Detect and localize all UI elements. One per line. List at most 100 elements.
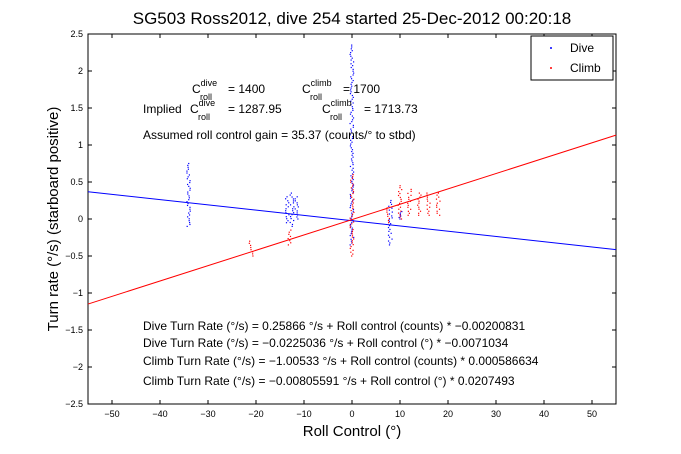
climb-point	[436, 210, 438, 212]
dive-point	[349, 145, 352, 147]
climb-point	[417, 204, 419, 206]
dive-point	[352, 126, 354, 128]
dive-point	[291, 214, 293, 216]
climb-point	[351, 215, 353, 217]
y-tick-label: 0.5	[70, 177, 83, 187]
dive-point	[292, 208, 294, 210]
climb-point	[397, 212, 400, 214]
climb-point	[428, 210, 430, 212]
dive-point	[189, 189, 191, 191]
dive-point	[350, 100, 352, 102]
dive-point	[350, 66, 352, 69]
climb-point	[351, 240, 353, 242]
dive-point	[352, 184, 355, 186]
dive-point	[188, 185, 190, 187]
climb-point	[351, 230, 354, 232]
c-roll-dive-value: = 1400	[228, 82, 265, 96]
dive-point	[187, 168, 190, 170]
dive-point	[186, 170, 188, 172]
dive-point	[350, 63, 352, 65]
climb-point	[436, 202, 438, 204]
legend-box	[530, 35, 614, 81]
dive-point	[350, 87, 352, 89]
climb-point	[410, 194, 412, 196]
dive-point	[350, 238, 352, 240]
dive-point	[351, 229, 353, 231]
dive-point	[349, 113, 352, 115]
climb-point	[252, 251, 254, 253]
dive-point	[349, 223, 352, 225]
dive-point	[352, 70, 354, 72]
climb-fit-counts-equation: Climb Turn Rate (°/s) = −1.00533 °/s + R…	[143, 354, 539, 368]
dive-point	[352, 74, 354, 76]
implied-climb-symbol: C	[322, 102, 331, 116]
dive-point	[350, 132, 353, 134]
x-tick-label: −10	[296, 409, 311, 419]
dive-point	[294, 200, 296, 202]
climb-point	[399, 196, 401, 199]
dive-point	[351, 57, 353, 59]
dive-point	[350, 91, 352, 93]
dive-point	[292, 210, 294, 212]
climb-point	[426, 198, 428, 200]
dive-point	[297, 206, 299, 208]
dive-point	[351, 190, 353, 192]
climb-point	[426, 196, 429, 198]
dive-point	[350, 175, 352, 177]
y-tick-label: 0	[78, 214, 83, 224]
x-tick-label: 20	[443, 409, 453, 419]
climb-point	[407, 210, 409, 212]
implied-dive-symbol: C	[190, 102, 199, 116]
dive-point	[287, 200, 289, 202]
dive-point	[398, 216, 400, 219]
dive-point	[353, 72, 355, 74]
climb-point	[387, 219, 390, 222]
dive-point	[391, 211, 393, 213]
dive-point	[352, 102, 354, 104]
dive-point	[351, 188, 353, 190]
climb-point	[407, 206, 409, 208]
climb-point	[352, 189, 354, 191]
dive-point	[350, 130, 353, 132]
dive-point	[351, 98, 353, 100]
climb-point	[399, 202, 401, 204]
dive-point	[352, 68, 354, 70]
climb-point	[436, 194, 438, 196]
dive-point	[293, 212, 295, 214]
dive-point	[352, 208, 355, 211]
climb-point	[429, 202, 431, 204]
dive-point	[387, 240, 390, 242]
climb-point	[351, 234, 354, 236]
dive-point	[389, 228, 391, 231]
dive-point	[400, 215, 402, 217]
climb-point	[409, 200, 412, 202]
dive-point	[350, 158, 353, 160]
climb-point	[352, 185, 354, 187]
y-tick-label: −2	[73, 362, 83, 372]
climb-point	[386, 209, 388, 211]
dive-point	[399, 218, 401, 220]
climb-point	[400, 198, 402, 201]
climb-point	[387, 222, 390, 224]
dive-point	[290, 192, 293, 194]
dive-point	[351, 115, 353, 117]
dive-point	[352, 96, 354, 98]
dive-point	[352, 65, 354, 67]
dive-point	[187, 191, 189, 193]
dive-point	[390, 203, 393, 205]
climb-point	[427, 212, 429, 214]
dive-point	[189, 208, 191, 210]
chart-title: SG503 Ross2012, dive 254 started 25-Dec-…	[133, 9, 572, 28]
climb-point	[417, 198, 419, 200]
climb-point	[350, 194, 352, 197]
dive-point	[349, 206, 351, 209]
climb-point	[399, 214, 401, 216]
x-tick-label: −40	[152, 409, 167, 419]
dive-point	[352, 199, 354, 201]
climb-point	[398, 190, 400, 193]
climb-point	[401, 189, 403, 191]
climb-point	[352, 206, 354, 208]
legend-marker-climb	[550, 67, 552, 69]
dive-point	[186, 204, 189, 207]
